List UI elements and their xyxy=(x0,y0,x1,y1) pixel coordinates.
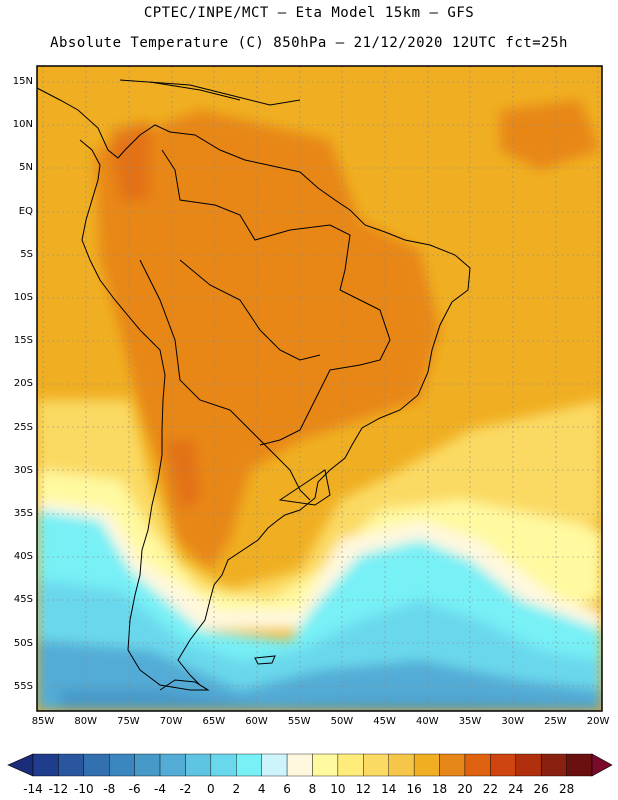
colorbar-tick-label: 14 xyxy=(381,782,397,796)
colorbar-swatch xyxy=(58,753,85,777)
colorbar-swatch xyxy=(185,753,212,777)
lat-label: 30S xyxy=(13,464,33,476)
colorbar-under-arrow xyxy=(7,753,34,777)
lat-label: 15N xyxy=(12,76,33,87)
lat-label: 45S xyxy=(13,594,33,606)
lat-label: 5S xyxy=(20,248,33,260)
colorbar-swatch xyxy=(286,753,313,777)
colorbar-tick-label: -12 xyxy=(48,782,69,796)
colorbar-swatch xyxy=(261,753,288,777)
lat-label: 15S xyxy=(13,335,33,347)
lat-label: 35S xyxy=(13,508,33,519)
lat-label: EQ xyxy=(18,205,33,217)
temperature-field xyxy=(37,66,602,711)
colorbar-tick-label: 0 xyxy=(207,782,215,796)
map-frame xyxy=(36,65,603,712)
chart-subtitle: Absolute Temperature (C) 850hPa – 21/12/… xyxy=(50,35,568,51)
falklands xyxy=(254,655,276,665)
lon-label: 60W xyxy=(245,716,268,727)
colorbar-swatch xyxy=(566,753,593,777)
colorbar-tick-label: 4 xyxy=(257,782,266,796)
colorbar-swatch xyxy=(464,753,491,777)
colorbar-swatch xyxy=(236,753,262,777)
lon-label: 55W xyxy=(287,716,311,727)
colorbar-tick-label: -10 xyxy=(74,782,94,796)
colorbar-tick-label: 20 xyxy=(457,782,473,796)
colorbar-tick-label: 6 xyxy=(283,782,291,796)
colorbar-tick-label: 10 xyxy=(330,782,346,796)
colorbar-swatch xyxy=(337,753,364,777)
lon-label: 40W xyxy=(415,716,439,727)
lon-label: 20W xyxy=(586,716,610,727)
lon-label: 50W xyxy=(330,716,354,727)
field-20-22-andes-north xyxy=(110,120,150,200)
colorbar-tick-label: 2 xyxy=(232,782,241,796)
colorbar-swatch xyxy=(363,753,389,777)
border-bolivia xyxy=(179,259,321,361)
field-18-20-atlantic xyxy=(500,100,600,170)
graticule xyxy=(37,66,602,711)
colorbar-swatch xyxy=(490,753,516,777)
colorbar-swatch xyxy=(210,753,237,777)
colorbar-tick-label: -6 xyxy=(128,782,141,796)
field-20-22-andes-south xyxy=(165,440,200,510)
caribbean-islands xyxy=(149,81,241,101)
colorbar-tick-label: 16 xyxy=(406,782,422,796)
colorbar-swatch xyxy=(312,753,339,777)
lon-label: 85W xyxy=(31,716,55,727)
colorbar-tick-label: 8 xyxy=(308,782,317,796)
colorbar-tick-label: 24 xyxy=(508,782,524,796)
colorbar-over-arrow xyxy=(591,753,613,777)
border-peru xyxy=(139,259,231,411)
colorbar-tick-label: -14 xyxy=(23,782,43,796)
lon-label: 70W xyxy=(159,716,183,727)
lat-label: 50S xyxy=(13,637,33,649)
colorbar-swatch xyxy=(159,753,186,777)
lon-label: 80W xyxy=(74,716,97,727)
lon-label: 35W xyxy=(458,716,482,727)
lat-label: 25S xyxy=(13,421,33,433)
lon-label: 25W xyxy=(544,716,567,727)
chart-title: CPTEC/INPE/MCT – Eta Model 15km – GFS xyxy=(143,5,475,21)
lat-label: 40S xyxy=(13,551,33,563)
colorbar-swatch xyxy=(32,753,59,777)
country-borders xyxy=(161,149,391,446)
south-america-coast xyxy=(37,87,471,691)
colorbar-tick-label: 28 xyxy=(558,782,575,796)
colorbar-swatch xyxy=(515,753,542,777)
colorbar-swatch xyxy=(413,753,440,777)
lat-label: 5N xyxy=(19,162,33,174)
lon-label: 45W xyxy=(373,716,396,727)
colorbar-tick-label: 22 xyxy=(482,782,498,796)
lon-label: 65W xyxy=(202,716,226,727)
colorbar-swatch xyxy=(134,753,161,777)
field-minus6-minus4 xyxy=(60,690,602,711)
lat-label: 10S xyxy=(13,292,33,303)
lon-label: 30W xyxy=(501,716,524,727)
central-america-coast xyxy=(119,79,301,106)
colorbar-swatch xyxy=(540,753,567,777)
colorbar-tick-label: 26 xyxy=(533,782,549,796)
colorbar-tick-label: -4 xyxy=(154,782,167,796)
colorbar-swatch xyxy=(439,753,466,777)
colorbar-swatch xyxy=(83,753,110,777)
colorbar-swatch xyxy=(388,753,415,777)
tierra-del-fuego xyxy=(159,679,209,691)
border-argentina xyxy=(229,409,311,501)
colorbar-tick-label: -2 xyxy=(179,782,192,796)
colorbar xyxy=(7,753,613,777)
colorbar-tick-label: -8 xyxy=(103,782,116,796)
colorbar-swatch xyxy=(109,753,135,777)
colorbar-tick-label: 18 xyxy=(431,782,448,796)
lat-label: 10N xyxy=(12,119,33,131)
lat-label: 55S xyxy=(13,680,33,692)
lat-label: 20S xyxy=(13,378,33,390)
colorbar-tick-label: 12 xyxy=(355,782,371,796)
lon-label: 75W xyxy=(117,716,140,727)
coastlines xyxy=(37,79,471,691)
border-uruguay xyxy=(278,469,331,506)
